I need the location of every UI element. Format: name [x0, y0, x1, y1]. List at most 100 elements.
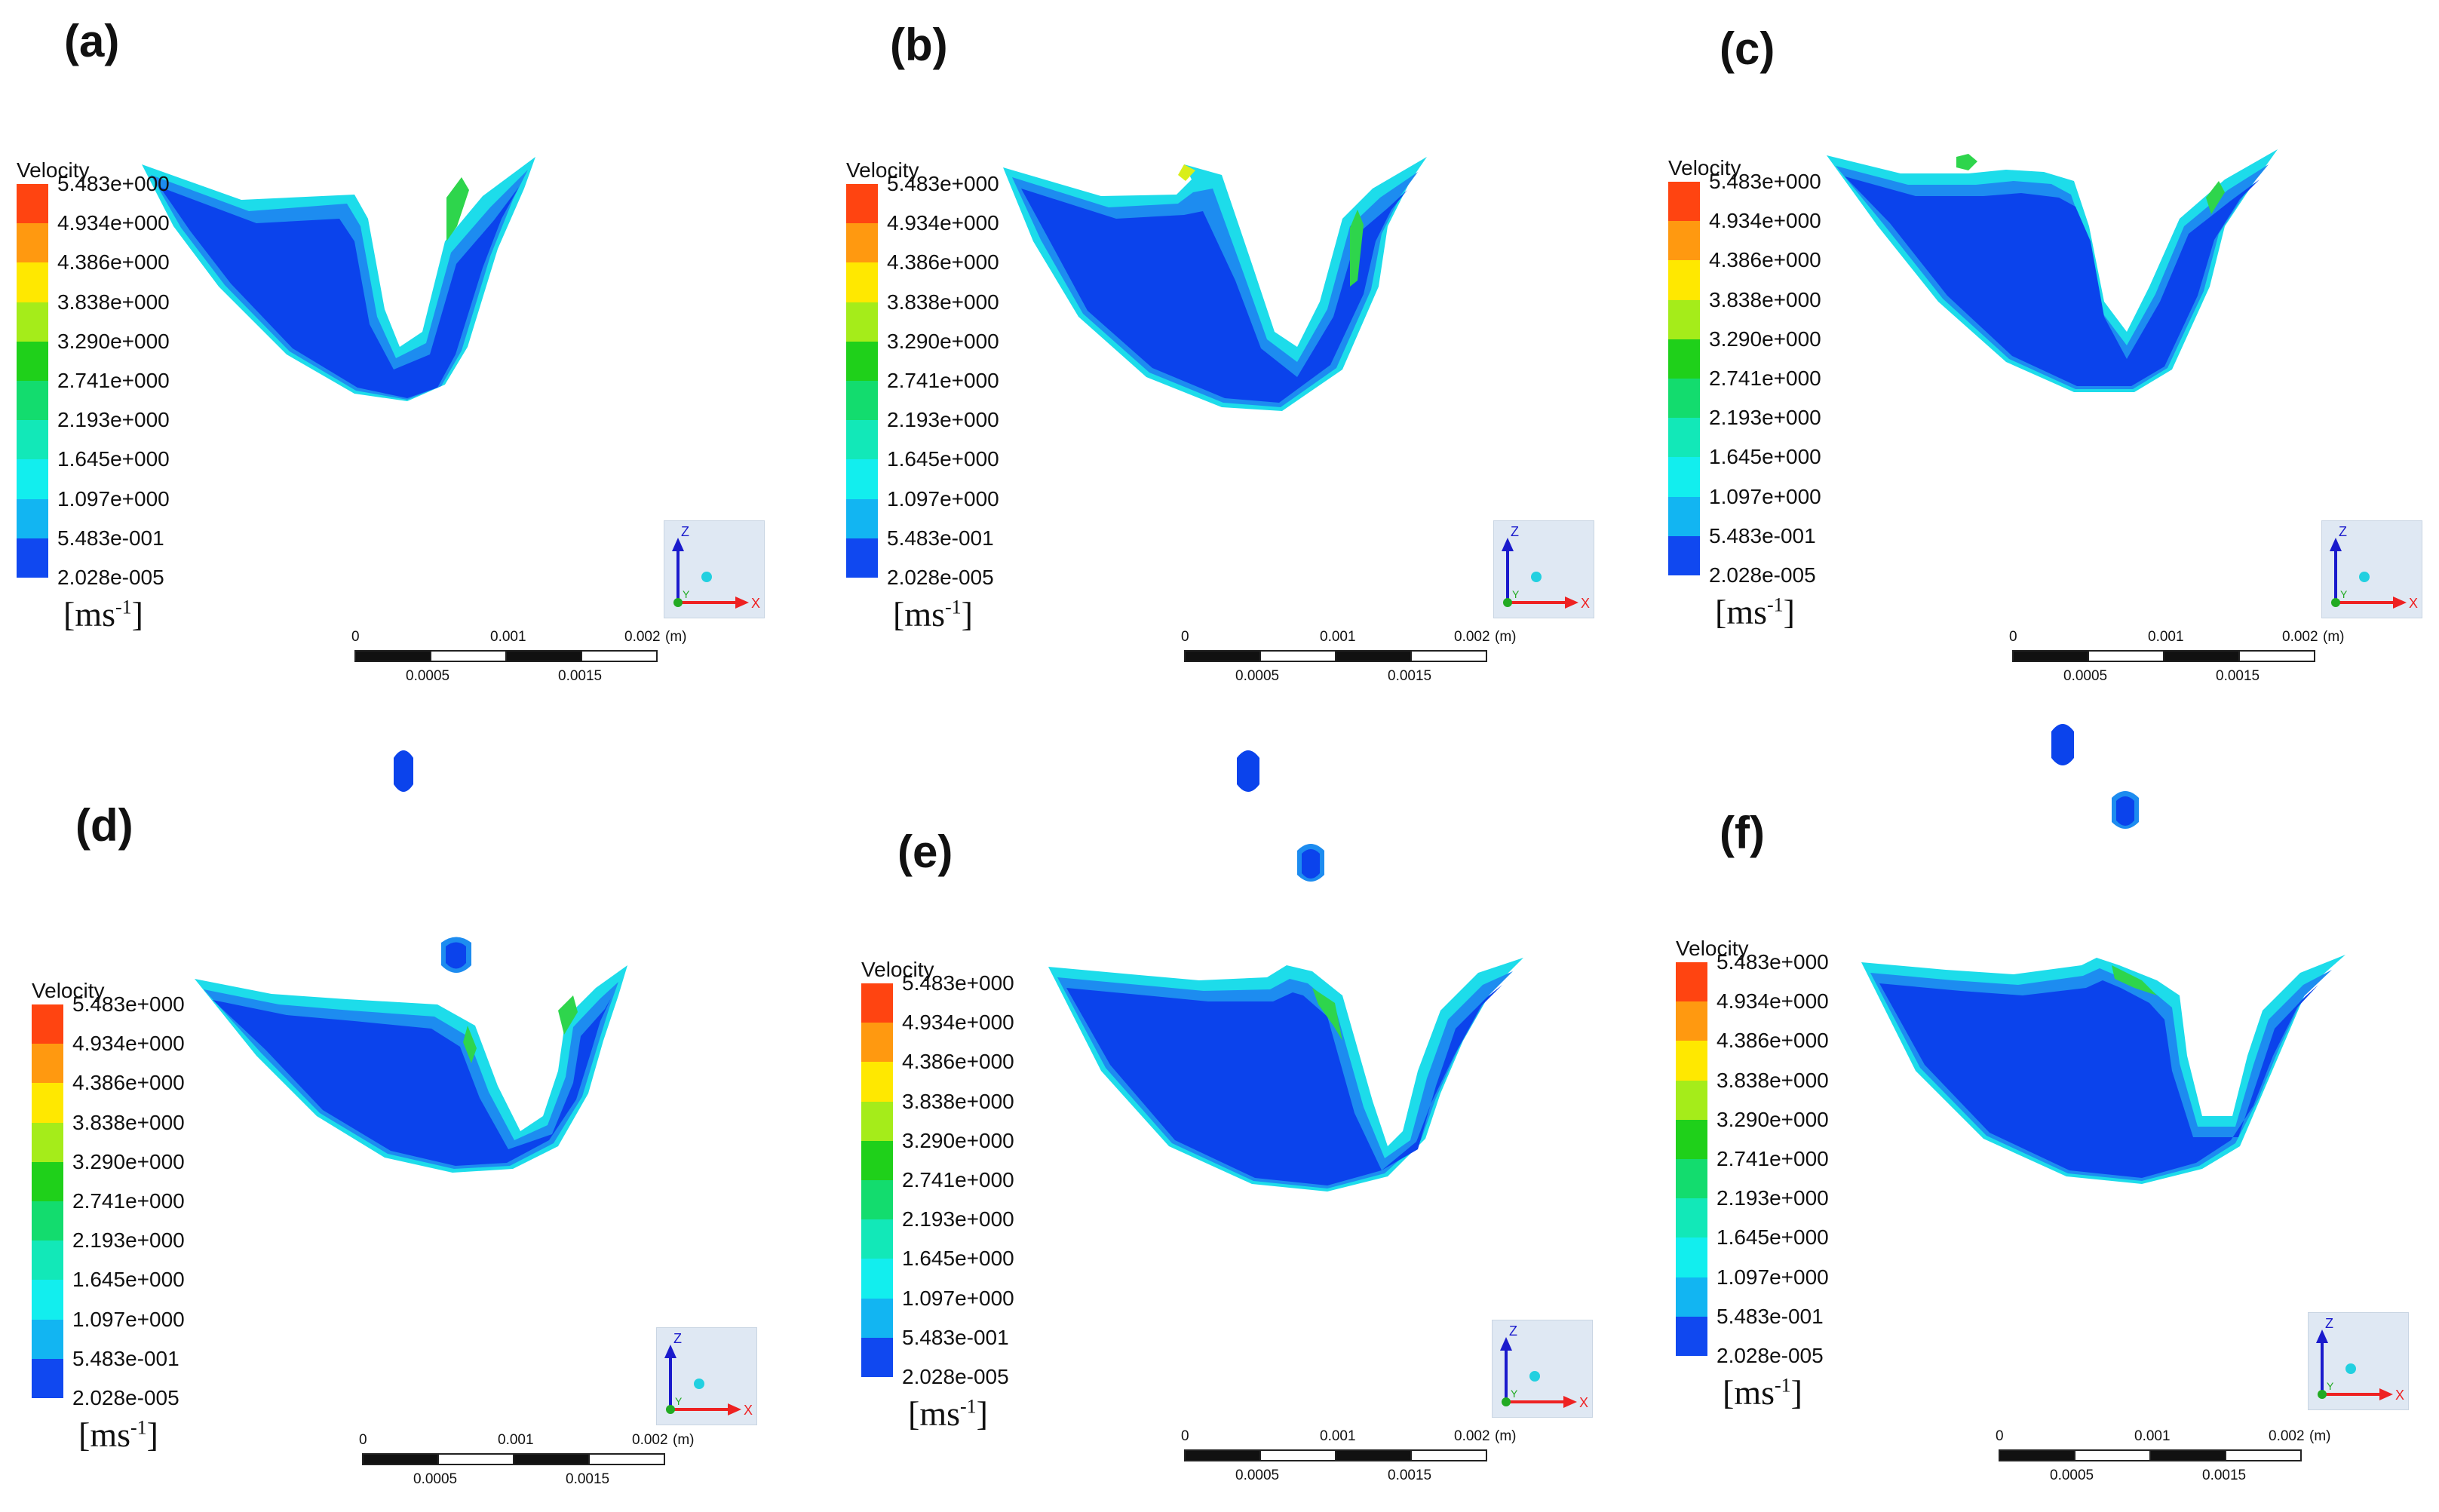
- scale-segment: [1410, 650, 1487, 662]
- color-swatch: [1668, 496, 1700, 536]
- color-swatch: [861, 1101, 893, 1141]
- color-swatch: [32, 1241, 63, 1280]
- view-ball-icon: [694, 1379, 704, 1389]
- fluid-region: [160, 187, 519, 398]
- color-swatch: [32, 1161, 63, 1201]
- scale-segment: [513, 1453, 590, 1465]
- x-axis-label: X: [744, 1403, 753, 1418]
- view-ball-icon: [2345, 1363, 2356, 1374]
- scale-unit: (m): [2323, 629, 2345, 645]
- color-swatch: [846, 459, 878, 499]
- scale-bar: 0 0.001 0.002 (m) 0.0005 0.0015: [1181, 626, 1516, 694]
- panel-c: (c) Velocity 5.483e+000 4.934e+000 4.386e+00…: [1652, 0, 2439, 754]
- fluid-region: [2051, 724, 2074, 765]
- unit-base: [ms: [63, 595, 115, 633]
- color-swatch: [1676, 1277, 1707, 1317]
- unit-base: [ms: [908, 1394, 960, 1433]
- axis-triad: Z X Y: [2321, 520, 2422, 618]
- panel-label: (c): [1720, 23, 1775, 74]
- scale-label-top: 0.002: [2269, 1428, 2305, 1444]
- scale-bar: 0 0.001 0.002 (m) 0.0005 0.0015: [359, 1429, 694, 1497]
- scale-label-top: 0.001: [490, 629, 526, 645]
- scale-unit: (m): [665, 629, 687, 645]
- fluid-region: [558, 995, 578, 1035]
- x-arrow-icon: [2379, 1388, 2393, 1400]
- legend-value: 3.838e+000: [57, 290, 170, 314]
- legend-value: 5.483e-001: [887, 526, 994, 550]
- scale-label-top: 0: [359, 1432, 367, 1448]
- x-arrow-icon: [728, 1403, 741, 1415]
- unit-close: ]: [1783, 593, 1795, 631]
- panel-a: (a) Velocity 5.483e+000 4.934e+000 4.386e+00…: [0, 0, 813, 754]
- unit-exponent: -1: [1767, 593, 1784, 616]
- scale-segment: [437, 1453, 514, 1465]
- legend-value: 2.193e+000: [902, 1207, 1014, 1231]
- color-swatch: [1668, 535, 1700, 575]
- legend-value: 2.741e+000: [1717, 1147, 1829, 1170]
- scale-label-bottom: 0.0015: [566, 1471, 610, 1487]
- panel-b: (b) Velocity 5.483e+000 4.934e+000 4.386e+00…: [830, 0, 1643, 754]
- legend-value: 2.193e+000: [887, 408, 999, 432]
- z-axis-label: Z: [1509, 1323, 1517, 1339]
- x-axis-label: X: [2395, 1388, 2404, 1403]
- z-arrow-icon: [672, 538, 684, 551]
- fluid-domain-f: [1861, 724, 2345, 1184]
- scale-segment: [505, 650, 582, 662]
- y-axis-dot-icon: [2331, 598, 2340, 607]
- fluid-region: [1237, 750, 1259, 792]
- y-axis-label: Y: [1511, 1388, 1518, 1400]
- legend-value: 5.483e-001: [1717, 1304, 1824, 1328]
- fluid-region: [446, 942, 466, 969]
- scale-label-bottom: 0.0015: [1388, 1468, 1432, 1483]
- unit-exponent: -1: [960, 1395, 977, 1418]
- axis-triad: Z X Y: [664, 520, 765, 618]
- y-axis-dot-icon: [2318, 1390, 2327, 1399]
- fluid-domain-d: [195, 750, 627, 1173]
- color-swatch: [17, 341, 48, 381]
- color-swatch: [846, 498, 878, 538]
- legend-unit: [ms-1]: [78, 1415, 158, 1455]
- color-swatch: [846, 420, 878, 460]
- panel-label: (b): [890, 20, 948, 70]
- y-axis-label: Y: [2340, 588, 2348, 600]
- color-swatch: [17, 184, 48, 224]
- z-axis-label: Z: [2325, 1316, 2333, 1331]
- scale-bar: 0 0.001 0.002 (m) 0.0005 0.0015: [351, 626, 687, 694]
- unit-exponent: -1: [945, 596, 962, 618]
- axis-triad: Z X Y: [2308, 1312, 2409, 1410]
- scale-segment: [2163, 650, 2240, 662]
- color-swatch: [32, 1201, 63, 1241]
- scale-segment: [1259, 1449, 1336, 1461]
- x-axis-label: X: [1581, 596, 1590, 611]
- scale-label-bottom: 0.0015: [2216, 668, 2260, 684]
- scale-segment: [1184, 1449, 1261, 1461]
- triad-graphic: Z X Y: [664, 1331, 753, 1418]
- scale-label-bottom: 0.0005: [413, 1471, 458, 1487]
- color-swatch: [846, 184, 878, 224]
- y-axis-label: Y: [683, 588, 690, 600]
- color-bar: [846, 184, 878, 578]
- legend-value: 3.290e+000: [902, 1128, 1014, 1152]
- scale-label-bottom: 0.0005: [406, 668, 450, 684]
- color-swatch: [1676, 1001, 1707, 1041]
- scale-bar: 0 0.001 0.002 (m) 0.0005 0.0015: [2009, 626, 2345, 694]
- color-swatch: [1668, 299, 1700, 339]
- unit-exponent: -1: [1775, 1374, 1791, 1397]
- z-axis-label: Z: [673, 1331, 682, 1346]
- color-swatch: [861, 1140, 893, 1180]
- axis-triad: Z X Y: [656, 1327, 757, 1425]
- scale-label-top: 0.001: [1320, 629, 1356, 645]
- legend-value: 4.386e+000: [1709, 248, 1821, 272]
- legend-value: 3.290e+000: [1709, 327, 1821, 351]
- legend-value: 1.645e+000: [1717, 1225, 1829, 1250]
- view-ball-icon: [1529, 1371, 1540, 1382]
- fluid-region: [2206, 181, 2225, 214]
- color-swatch: [1668, 260, 1700, 300]
- color-swatch: [17, 381, 48, 421]
- legend-title: Velocity: [861, 958, 934, 981]
- unit-base: [ms: [1723, 1373, 1775, 1412]
- scale-label-bottom: 0.0015: [558, 668, 603, 684]
- y-axis-dot-icon: [1502, 1397, 1511, 1406]
- x-arrow-icon: [735, 597, 749, 609]
- color-swatch: [17, 223, 48, 263]
